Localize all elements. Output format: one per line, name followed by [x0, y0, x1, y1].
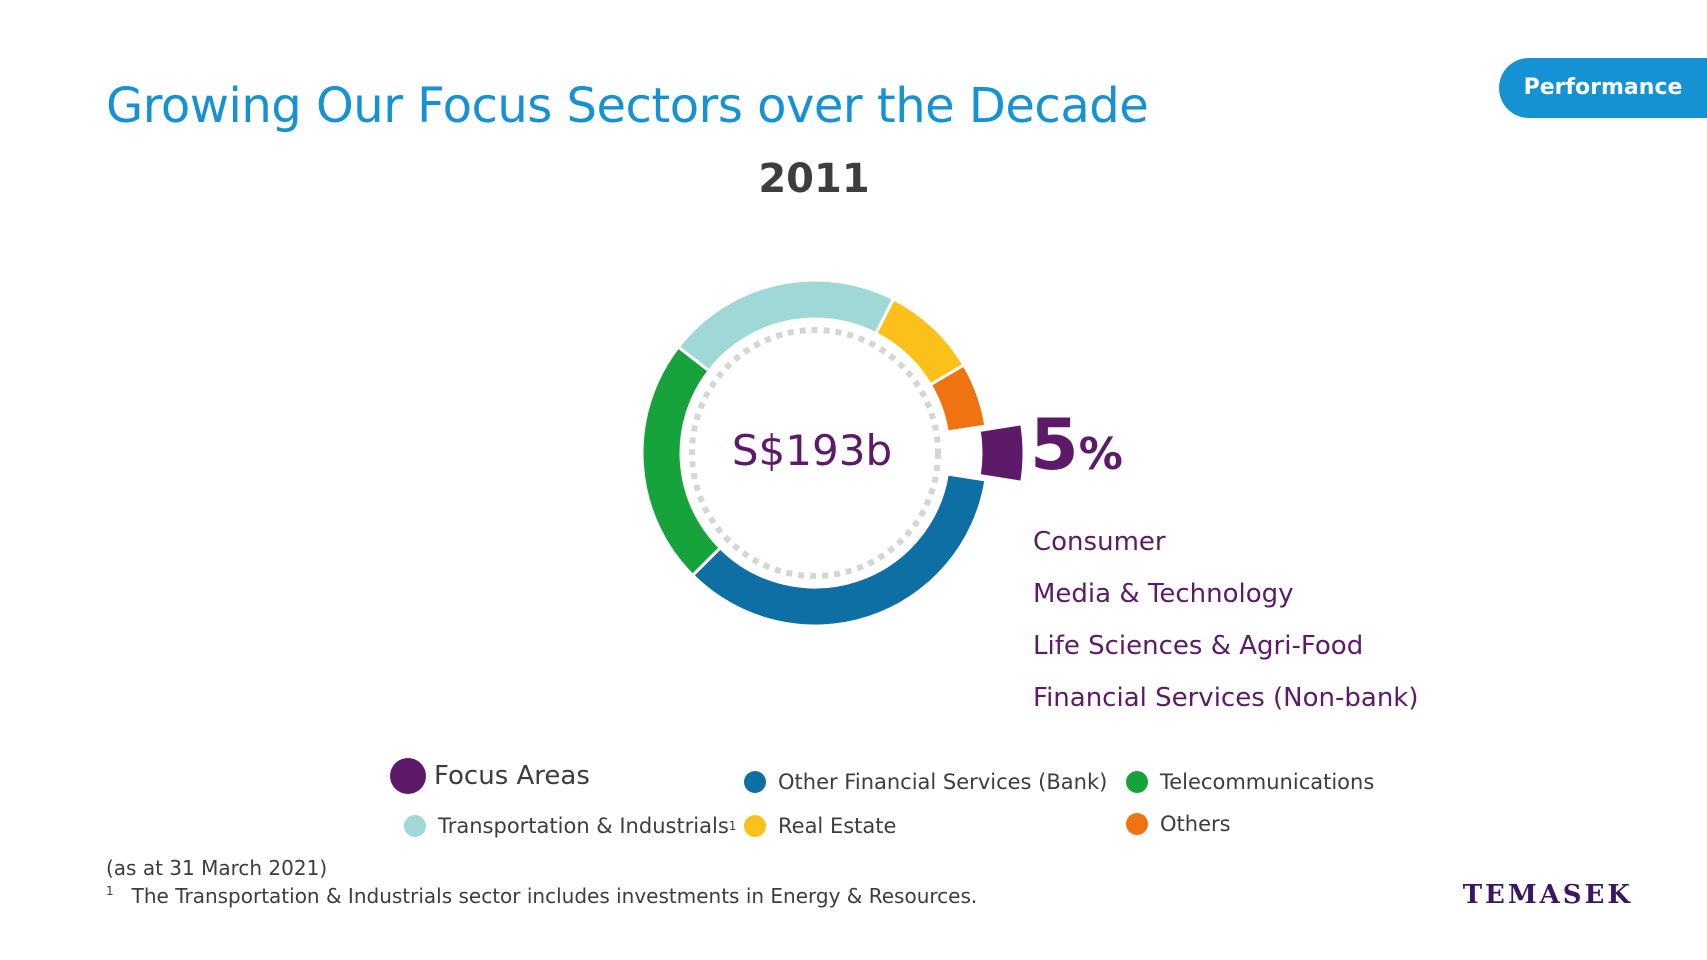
- focus-sector-list: Consumer Media & Technology Life Science…: [1033, 522, 1419, 730]
- legend-label: Real Estate: [778, 814, 897, 838]
- focus-sector-consumer: Consumer: [1033, 527, 1166, 557]
- donut-slice-transportation-industrials: [676, 278, 896, 373]
- donut-slice-telecommunications: [640, 344, 723, 578]
- focus-percentage-value: 5: [1030, 404, 1079, 486]
- legend-item-other-financial-services: Other Financial Services (Bank): [744, 770, 1107, 794]
- legend-item-real-estate: Real Estate: [744, 814, 896, 838]
- legend-label: Others: [1160, 812, 1231, 836]
- center-total-label: S$193b: [732, 426, 892, 475]
- legend-footnote-marker: 1: [728, 819, 737, 833]
- legend-dot-other-financial-services: [744, 771, 766, 793]
- temasek-logo: TEMASEK: [1462, 880, 1633, 910]
- legend-item-others: Others: [1126, 812, 1231, 836]
- as-at-note: (as at 31 March 2021): [106, 856, 328, 880]
- focus-sector-media-technology: Media & Technology: [1033, 579, 1294, 609]
- inner-dotted-ring: [689, 327, 941, 579]
- donut-slice-focus-areas: [977, 422, 1026, 484]
- legend-item-focus-areas: Focus Areas: [390, 758, 590, 794]
- donut-slice-others: [928, 362, 988, 434]
- performance-badge[interactable]: Performance: [1499, 58, 1707, 118]
- page-title: Growing Our Focus Sectors over the Decad…: [106, 78, 1149, 134]
- legend-dot-focus-areas: [390, 758, 426, 794]
- legend-item-telecommunications: Telecommunications: [1126, 770, 1374, 794]
- chart-title: 2011: [758, 156, 870, 202]
- legend-label: Focus Areas: [434, 761, 590, 791]
- legend-label: Other Financial Services (Bank): [778, 770, 1108, 794]
- focus-sector-financial-services: Financial Services (Non-bank): [1033, 683, 1419, 713]
- legend-dot-telecommunications: [1126, 771, 1148, 793]
- focus-percentage: 5%: [1030, 410, 1123, 480]
- legend-item-transportation-industrials: Transportation & Industrials 1: [404, 814, 736, 838]
- legend-label: Telecommunications: [1160, 770, 1375, 794]
- legend-dot-transportation-industrials: [404, 815, 426, 837]
- legend-dot-real-estate: [744, 815, 766, 837]
- footnote-text: The Transportation & Industrials sector …: [131, 884, 978, 908]
- legend-label: Transportation & Industrials: [438, 814, 729, 838]
- legend-dot-others: [1126, 813, 1148, 835]
- focus-sector-life-sciences: Life Sciences & Agri-Food: [1033, 631, 1364, 661]
- focus-percentage-symbol: %: [1078, 429, 1123, 480]
- footnote: 1 The Transportation & Industrials sector…: [106, 884, 977, 908]
- footnote-marker: 1: [106, 884, 114, 899]
